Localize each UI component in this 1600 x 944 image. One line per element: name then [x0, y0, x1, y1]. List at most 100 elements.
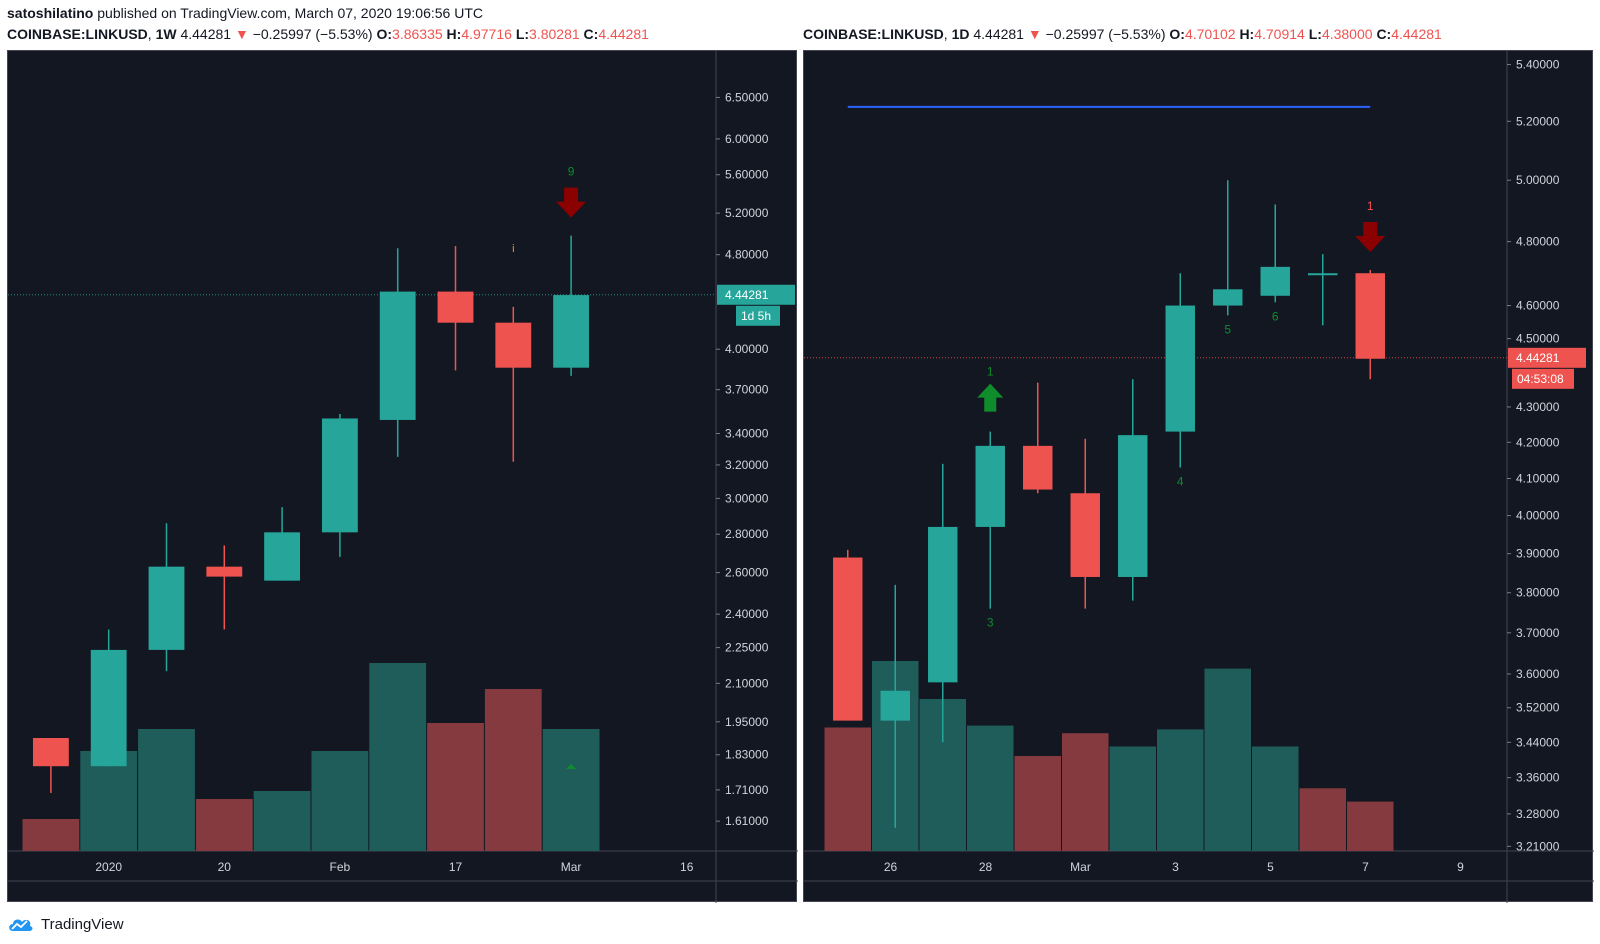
time-tick-label: Mar	[1070, 860, 1091, 874]
left-down-arrow-icon: ▼	[234, 26, 249, 42]
weekly-chart-panel[interactable]: 9 i 6.50000 6.00000 5.60000 5.20000 4.80000 4.0…	[7, 50, 798, 903]
publish-text: published on TradingView.com, March 07, …	[97, 5, 484, 21]
author-name[interactable]: satoshilatino	[7, 5, 94, 21]
left-legend: COINBASE:LINKUSD, 1W 4.44281 ▼ −0.25997 …	[7, 26, 649, 42]
left-l-value: 3.80281	[529, 26, 580, 42]
price-tick-label: 3.52000	[1516, 701, 1560, 715]
right-c-label: C:	[1376, 26, 1392, 42]
right-change: −0.25997 (−5.53%)	[1045, 26, 1166, 42]
price-tick-label: 1.71000	[725, 783, 769, 797]
weekly-chart-svg[interactable]: 9 i 6.50000 6.00000 5.60000 5.20000 4.80000 4.0…	[8, 51, 798, 903]
price-tick-label: 4.80000	[725, 248, 769, 262]
price-tick-label: 2.10000	[725, 676, 769, 690]
volume-bar	[253, 791, 311, 851]
left-h-value: 4.97716	[461, 26, 512, 42]
price-tick-label: 3.00000	[725, 491, 769, 505]
left-interval: 1W	[155, 26, 177, 42]
price-tick-label: 3.20000	[725, 458, 769, 472]
right-o-value: 4.70102	[1184, 26, 1236, 42]
volume-bar	[22, 819, 80, 851]
time-tick-label: 26	[884, 860, 898, 874]
small-green-marker-icon	[566, 764, 577, 769]
price-tick-label: 5.20000	[725, 206, 769, 220]
right-l-value: 4.38000	[1321, 26, 1373, 42]
candle-body	[321, 418, 358, 533]
volume-bar	[1157, 729, 1204, 851]
candle-body	[1118, 435, 1148, 577]
right-h-label: H:	[1239, 26, 1255, 42]
price-tick-label: 5.00000	[1516, 173, 1560, 187]
price-tick-label: 4.60000	[1516, 299, 1560, 313]
price-tick-label: 5.40000	[1516, 58, 1560, 72]
candle-body	[264, 532, 301, 581]
volume-bar	[1014, 756, 1061, 851]
volume-bar	[427, 723, 484, 851]
volume-bar	[369, 663, 427, 851]
price-tick-label: 1.95000	[725, 715, 769, 729]
candle-body	[148, 566, 185, 650]
left-c-value: 4.44281	[598, 26, 649, 42]
candle-body	[90, 649, 127, 767]
volume-bar	[195, 799, 253, 851]
price-tick-label: 4.10000	[1516, 472, 1560, 486]
right-interval: 1D	[951, 26, 970, 42]
volume-bar	[1062, 733, 1109, 851]
candle-body	[1070, 493, 1100, 577]
price-tick-label: 3.70000	[1516, 626, 1560, 640]
volume-bar	[1347, 801, 1394, 851]
td-sequential-count: 4	[1177, 475, 1184, 489]
left-o-value: 3.86335	[392, 26, 443, 42]
volume-bar	[824, 727, 871, 851]
price-tick-label: 4.50000	[1516, 332, 1560, 346]
countdown-tag-text: 04:53:08	[1517, 372, 1564, 386]
publish-info: satoshilatino published on TradingView.c…	[7, 5, 483, 21]
right-down-arrow-icon: ▼	[1027, 26, 1042, 42]
time-tick-label: 28	[979, 860, 993, 874]
time-tick-label: 2020	[95, 860, 122, 874]
volume-bar	[1204, 668, 1251, 851]
volume-bar	[484, 689, 542, 851]
candle-body	[32, 738, 69, 767]
price-tick-label: 2.25000	[725, 641, 769, 655]
sell-signal-arrow-icon	[556, 187, 587, 218]
td-sequential-count: 9	[568, 165, 575, 179]
price-tick-label: 4.30000	[1516, 400, 1560, 414]
time-tick-label: 7	[1362, 860, 1369, 874]
candle-body	[553, 295, 590, 368]
candle-body	[928, 526, 958, 683]
info-marker: i	[512, 243, 514, 255]
price-tick-label: 3.70000	[725, 383, 769, 397]
right-last: 4.44281	[973, 26, 1024, 42]
time-tick-label: 16	[680, 860, 694, 874]
time-tick-label: 17	[449, 860, 463, 874]
left-change: −0.25997 (−5.53%)	[252, 26, 373, 42]
right-h-value: 4.70914	[1254, 26, 1305, 42]
td-sequential-count: 1	[987, 365, 994, 379]
price-tick-label: 4.00000	[1516, 509, 1560, 523]
td-sequential-count: 1	[1367, 199, 1374, 213]
left-last: 4.44281	[180, 26, 232, 42]
candle-body	[379, 291, 416, 420]
price-tick-label: 3.36000	[1516, 771, 1560, 785]
right-symbol: COINBASE:LINKUSD	[803, 26, 944, 42]
sell-signal-arrow-icon	[1355, 222, 1386, 253]
price-tick-label: 4.00000	[725, 342, 769, 356]
right-legend: COINBASE:LINKUSD, 1D 4.44281 ▼ −0.25997 …	[803, 26, 1442, 42]
candle-body	[1023, 445, 1053, 490]
left-o-label: O:	[376, 26, 393, 42]
daily-chart-panel[interactable]: 1 1 3 4 5 6 5.40000 5.20000 5.00000 4.80000 4.6000…	[803, 50, 1594, 903]
daily-chart-svg[interactable]: 1 1 3 4 5 6 5.40000 5.20000 5.00000 4.80000 4.6000…	[804, 51, 1594, 903]
footer-brand[interactable]: TradingView	[7, 912, 124, 936]
time-tick-label: Mar	[561, 860, 582, 874]
price-tick-label: 4.80000	[1516, 235, 1560, 249]
price-tick-label: 6.50000	[725, 90, 769, 104]
price-tick-label: 2.80000	[725, 527, 769, 541]
left-symbol: COINBASE:LINKUSD	[7, 26, 148, 42]
candle-body	[1165, 305, 1195, 432]
last-price-tag	[717, 284, 795, 305]
candle-body	[880, 690, 910, 721]
countdown-tag-text: 1d 5h	[741, 309, 771, 323]
price-tick-label: 3.28000	[1516, 807, 1560, 821]
volume-bar	[80, 751, 138, 851]
price-tick-label: 1.83000	[725, 748, 769, 762]
